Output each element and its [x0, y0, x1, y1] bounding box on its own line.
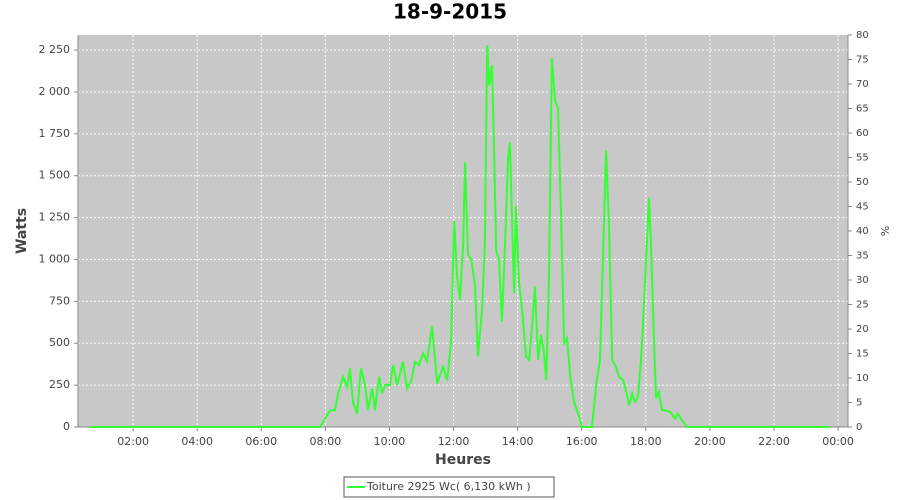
legend: Toiture 2925 Wc( 6,130 kWh ) [343, 476, 555, 498]
y-tick-label: 1 750 [39, 127, 71, 140]
y-tick-label: 500 [49, 336, 70, 349]
y2-tick-label: 75 [856, 55, 869, 66]
x-tick-label: 08:00 [310, 435, 342, 448]
y-tick-label: 750 [49, 294, 70, 307]
x-tick-label: 02:00 [117, 435, 149, 448]
y2-tick-label: 60 [856, 128, 869, 139]
y-tick-label: 2 000 [39, 85, 71, 98]
y2-tick-label: 40 [856, 226, 869, 237]
x-axis-label: Heures [435, 452, 491, 468]
y2-tick-label: 55 [856, 153, 869, 164]
series-line [90, 45, 831, 428]
y2-tick-label: 50 [856, 177, 869, 188]
legend-box [343, 476, 555, 498]
y2-tick-label: 0 [856, 422, 862, 433]
y2-tick-label: 30 [856, 275, 869, 286]
y-tick-label: 250 [49, 378, 70, 391]
x-tick-label: 04:00 [181, 435, 213, 448]
y-tick-label: 0 [63, 420, 70, 433]
y2-axis-label: % [878, 226, 891, 236]
y2-tick-label: 80 [856, 30, 869, 41]
x-tick-label: 22:00 [758, 435, 790, 448]
x-tick-label: 00:00 [822, 435, 854, 448]
y2-tick-label: 70 [856, 79, 869, 90]
y2-tick-label: 25 [856, 300, 869, 311]
x-tick-label: 18:00 [630, 435, 662, 448]
y-tick-label: 1 500 [39, 169, 71, 182]
y-tick-label: 1 000 [39, 252, 71, 265]
y2-tick-label: 45 [856, 202, 869, 213]
y2-tick-label: 20 [856, 324, 869, 335]
x-tick-label: 16:00 [566, 435, 598, 448]
x-tick-label: 20:00 [694, 435, 726, 448]
y-tick-label: 2 250 [39, 43, 71, 56]
chart-title: 18-9-2015 [393, 0, 507, 24]
x-tick-label: 14:00 [502, 435, 534, 448]
y-tick-label: 1 250 [39, 211, 71, 224]
y2-tick-label: 5 [856, 398, 862, 409]
legend-label: Toiture 2925 Wc( 6,130 kWh ) [366, 480, 531, 493]
y2-tick-label: 15 [856, 349, 869, 360]
x-tick-label: 10:00 [374, 435, 406, 448]
x-tick-label: 12:00 [438, 435, 470, 448]
y2-tick-label: 65 [856, 104, 869, 115]
x-tick-label: 06:00 [245, 435, 277, 448]
y-axis-label: Watts [14, 208, 30, 254]
y2-tick-label: 10 [856, 373, 869, 384]
y2-tick-label: 35 [856, 251, 869, 262]
